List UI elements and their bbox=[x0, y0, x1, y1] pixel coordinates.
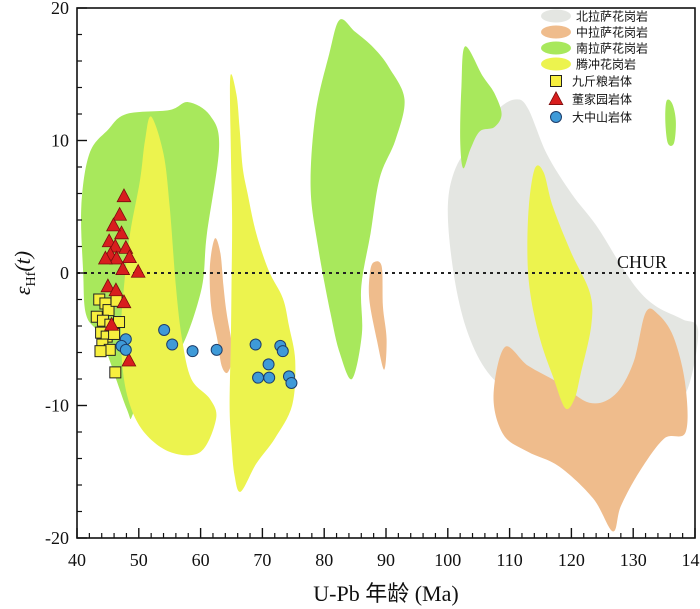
data-point-circle bbox=[249, 338, 262, 351]
legend-swatch bbox=[541, 9, 571, 23]
legend-marker-square bbox=[550, 75, 562, 87]
data-point-circle bbox=[210, 343, 223, 356]
x-tick-label: 110 bbox=[496, 550, 522, 570]
legend-label: 大中山岩体 bbox=[572, 110, 632, 125]
axes-layer: 40 50 60 70 80 90 100 110 120 130 140 -20 -10 0 10 20 bbox=[45, 0, 700, 570]
data-point-triangle bbox=[122, 249, 138, 264]
series-triangle bbox=[97, 188, 146, 367]
data-point-circle bbox=[252, 371, 265, 384]
data-point-triangle bbox=[116, 188, 132, 203]
x-tick-label: 100 bbox=[434, 550, 461, 570]
legend-swatch bbox=[541, 57, 571, 71]
field-region-3-0 bbox=[120, 116, 217, 456]
legend-label: 董家园岩体 bbox=[572, 92, 632, 107]
data-point-triangle bbox=[115, 261, 131, 275]
data-point-triangle bbox=[97, 250, 113, 265]
y-axis-ticks: -20 -10 0 10 20 bbox=[45, 0, 87, 548]
data-point-triangle bbox=[107, 238, 123, 253]
data-point-triangle bbox=[108, 282, 124, 297]
data-point-triangle bbox=[114, 225, 129, 240]
field-region-3-1 bbox=[229, 74, 296, 492]
data-point-triangle bbox=[100, 278, 116, 293]
data-point-triangle bbox=[112, 206, 128, 221]
field-region-2-3 bbox=[665, 99, 676, 146]
data-point-circle bbox=[285, 376, 298, 389]
x-axis-ticks: 40 50 60 70 80 90 100 110 120 130 140 bbox=[68, 528, 700, 570]
data-point-triangle bbox=[130, 263, 146, 278]
series-circle bbox=[115, 323, 298, 389]
y-axis-title-epsilon: ε bbox=[10, 286, 35, 295]
y-tick-label: 0 bbox=[60, 263, 69, 283]
field-region-1-0 bbox=[209, 238, 233, 374]
data-point-circle bbox=[263, 371, 276, 384]
field-region-2-1 bbox=[310, 19, 405, 380]
x-tick-label: 70 bbox=[253, 550, 271, 570]
x-tick-label: 120 bbox=[558, 550, 585, 570]
y-tick-label: -20 bbox=[45, 528, 69, 548]
y-axis-title-subscript: Hf bbox=[24, 271, 39, 286]
x-tick-label: 130 bbox=[620, 550, 647, 570]
legend-label: 腾冲花岗岩 bbox=[576, 57, 636, 72]
chur-label: CHUR bbox=[617, 252, 667, 272]
data-point-circle bbox=[158, 323, 171, 336]
data-point-triangle bbox=[116, 294, 132, 309]
data-point-circle bbox=[166, 338, 179, 351]
data-point-triangle bbox=[104, 316, 120, 331]
x-tick-label: 90 bbox=[377, 550, 395, 570]
y-tick-label: 10 bbox=[51, 131, 69, 151]
x-tick-label: 140 bbox=[682, 550, 700, 570]
data-point-square bbox=[94, 345, 107, 358]
legend-label: 南拉萨花岗岩 bbox=[576, 41, 648, 56]
data-point-circle bbox=[262, 358, 275, 371]
x-tick-label: 80 bbox=[315, 550, 333, 570]
y-axis-title: εHf(t) bbox=[10, 251, 39, 295]
x-tick-label: 50 bbox=[130, 550, 148, 570]
field-region-2-2 bbox=[460, 46, 502, 169]
legend-swatch bbox=[541, 25, 571, 39]
y-axis-title-paren: (t) bbox=[10, 251, 35, 272]
data-point-circle bbox=[186, 345, 199, 358]
field-region-1-1 bbox=[368, 261, 387, 370]
data-point-square bbox=[109, 366, 122, 379]
legend-label: 北拉萨花岗岩 bbox=[576, 9, 648, 24]
x-tick-label: 40 bbox=[68, 550, 86, 570]
legend-label: 中拉萨花岗岩 bbox=[576, 25, 648, 40]
chur-layer: CHUR bbox=[77, 252, 695, 274]
y-tick-label: 20 bbox=[51, 0, 69, 18]
legend-marker-triangle bbox=[548, 90, 564, 105]
legend-marker-circle bbox=[550, 111, 562, 123]
data-point-triangle bbox=[121, 352, 137, 367]
data-point-circle bbox=[119, 343, 132, 356]
field-region-1-2 bbox=[493, 308, 688, 532]
y-tick-label: -10 bbox=[45, 396, 69, 416]
data-point-triangle bbox=[109, 250, 125, 265]
legend-swatch bbox=[541, 41, 571, 55]
field-layer bbox=[81, 19, 699, 532]
data-point-triangle bbox=[105, 217, 121, 232]
legend-label: 九斤粮岩体 bbox=[572, 74, 632, 89]
x-tick-label: 60 bbox=[192, 550, 210, 570]
x-axis-title: U-Pb 年龄 (Ma) bbox=[313, 581, 458, 606]
data-point-circle bbox=[276, 345, 289, 358]
data-point-layer bbox=[90, 188, 298, 389]
data-point-triangle bbox=[101, 233, 117, 248]
field-region-3-2 bbox=[527, 165, 593, 410]
